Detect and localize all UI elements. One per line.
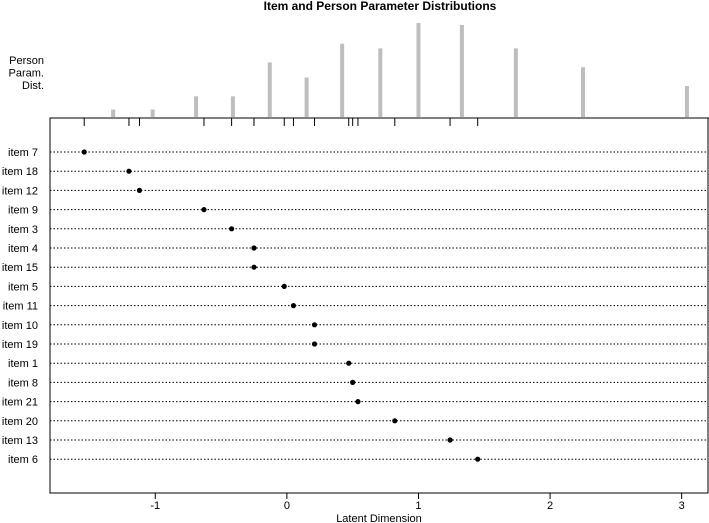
item-row: item 19 bbox=[2, 339, 708, 351]
person-bar-5 bbox=[267, 62, 272, 117]
item-label: item 8 bbox=[8, 377, 38, 389]
item-point bbox=[136, 187, 143, 193]
person-bar-11 bbox=[513, 48, 518, 117]
x-tick-label: 1 bbox=[415, 500, 421, 512]
person-bar-6 bbox=[304, 77, 309, 117]
item-row: item 11 bbox=[3, 301, 708, 313]
item-row: item 15 bbox=[2, 262, 708, 274]
item-label: item 19 bbox=[2, 339, 38, 351]
person-bar-8 bbox=[378, 48, 383, 117]
item-label: item 11 bbox=[3, 301, 38, 313]
item-point bbox=[346, 360, 352, 366]
item-row: item 1 bbox=[8, 358, 708, 370]
person-bar-4 bbox=[230, 96, 235, 117]
item-label: item 15 bbox=[2, 262, 38, 274]
item-point bbox=[126, 168, 132, 174]
person-bar-10 bbox=[459, 24, 464, 118]
item-point bbox=[475, 456, 481, 462]
x-axis: -1 0 1 2 3 bbox=[150, 493, 685, 512]
item-point bbox=[229, 226, 235, 232]
item-location-ticks bbox=[83, 118, 479, 126]
item-row: item 13 bbox=[2, 435, 708, 447]
person-bar-13 bbox=[684, 85, 689, 117]
item-point bbox=[201, 207, 207, 213]
person-bar-7 bbox=[340, 43, 345, 117]
item-rows: item 7 item 18 item 12 item 9 item 3 item 4 it… bbox=[2, 147, 708, 466]
item-row: item 8 bbox=[8, 377, 708, 389]
item-label: item 18 bbox=[2, 166, 38, 178]
item-label: item 4 bbox=[8, 243, 38, 255]
item-label: item 1 bbox=[8, 358, 38, 370]
person-distribution-bars bbox=[111, 23, 689, 118]
item-row: item 9 bbox=[8, 205, 708, 217]
item-label: item 6 bbox=[8, 454, 38, 466]
person-bar-1 bbox=[111, 109, 116, 117]
item-label: item 10 bbox=[2, 320, 38, 332]
person-label-line-2: Param. bbox=[9, 68, 44, 80]
item-point bbox=[251, 245, 257, 251]
item-row: item 5 bbox=[8, 281, 708, 293]
x-tick-label: -1 bbox=[150, 500, 160, 512]
item-label: item 13 bbox=[2, 435, 38, 447]
item-point bbox=[81, 149, 87, 155]
item-label: item 21 bbox=[2, 397, 38, 409]
item-label: item 7 bbox=[8, 147, 38, 159]
item-row: item 21 bbox=[2, 397, 708, 409]
x-tick-label: 3 bbox=[679, 500, 685, 512]
item-row: item 4 bbox=[8, 243, 708, 255]
person-bar-9 bbox=[416, 23, 421, 117]
x-tick-label: 0 bbox=[284, 500, 290, 512]
person-bar-2 bbox=[150, 109, 155, 117]
item-point bbox=[392, 418, 398, 424]
item-point bbox=[251, 264, 257, 270]
item-row: item 7 bbox=[8, 147, 708, 159]
item-label: item 20 bbox=[2, 416, 38, 428]
item-label: item 3 bbox=[8, 224, 38, 236]
person-bar-12 bbox=[580, 67, 585, 117]
item-label: item 5 bbox=[8, 281, 38, 293]
item-row: item 18 bbox=[2, 166, 708, 178]
item-point bbox=[281, 283, 287, 289]
chart-title: Item and Person Parameter Distributions bbox=[264, 0, 497, 13]
item-point bbox=[290, 303, 297, 309]
person-label-line-3: Dist. bbox=[22, 80, 44, 92]
x-axis-label: Latent Dimension bbox=[336, 513, 422, 523]
item-point bbox=[311, 322, 318, 328]
x-tick-label: 2 bbox=[547, 500, 553, 512]
item-label: item 9 bbox=[8, 205, 38, 217]
person-bar-3 bbox=[194, 96, 199, 117]
item-row: item 20 bbox=[2, 416, 708, 428]
person-label-line-1: Person bbox=[9, 55, 44, 67]
item-row: item 12 bbox=[2, 185, 708, 197]
item-row: item 10 bbox=[2, 320, 708, 332]
item-row: item 3 bbox=[8, 224, 708, 236]
item-point bbox=[311, 341, 318, 347]
item-row: item 6 bbox=[8, 454, 708, 466]
item-point bbox=[350, 379, 356, 385]
item-point bbox=[355, 399, 361, 405]
item-label: item 12 bbox=[2, 185, 38, 197]
item-point bbox=[447, 437, 453, 443]
